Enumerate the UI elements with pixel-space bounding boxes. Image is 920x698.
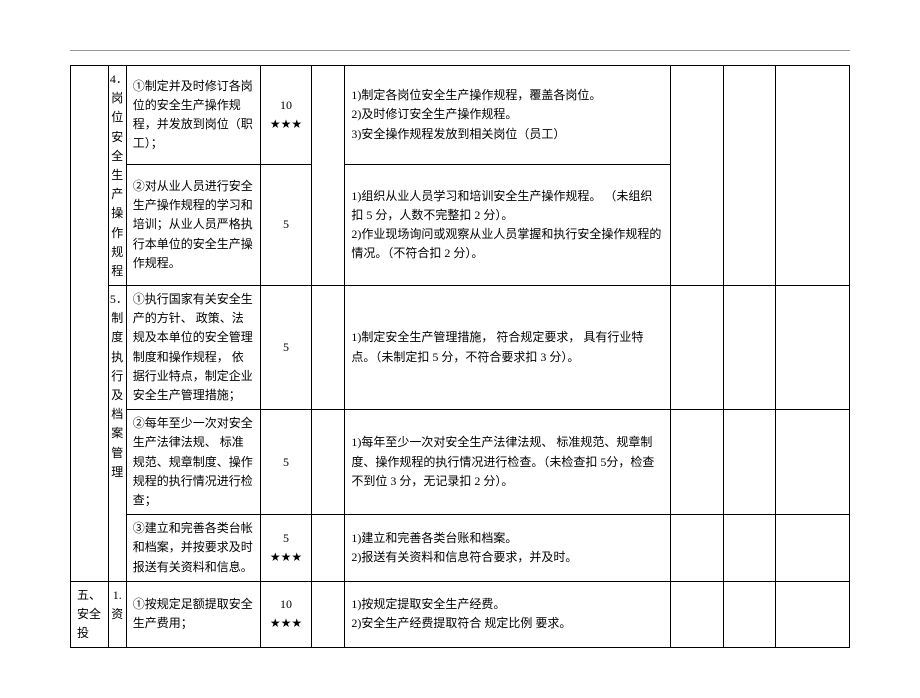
- criteria-text: 1)制定各岗位安全生产操作规程，覆盖各岗位。2)及时修订安全生产操作规程。3)安…: [351, 88, 601, 140]
- blank-cell: [776, 515, 850, 582]
- blank-cell: [671, 515, 724, 582]
- score-cell: 5: [261, 410, 311, 515]
- category-text: 5．制度执行及档案管理: [110, 292, 128, 479]
- table-row: ③建立和完善各类台帐和档案，并按要求及时报送有关资料和信息。 5★★★ 1)建立…: [71, 515, 850, 582]
- blank-cell: [776, 286, 850, 410]
- item-cell: ①按规定足额提取安全生产费用；: [126, 581, 261, 648]
- page-divider: [70, 50, 850, 51]
- blank-cell: [723, 410, 776, 515]
- table-row: 4．岗位安全生产操作规程 ①制定并及时修订各岗位的安全生产操作规程，并发放到岗位…: [71, 66, 850, 165]
- blank-cell: [723, 66, 776, 286]
- criteria-text: 1)每年至少一次对安全生产法律法规、 标准规范、规章制度、操作规程的执行情况进行…: [351, 435, 654, 487]
- item-cell: ②每年至少一次对安全生产法律法规、 标准规范、规章制度、操作规程的执行情况进行检…: [126, 410, 261, 515]
- criteria-text: 1)制定安全生产管理措施， 符合规定要求， 具有行业特点。（未制定扣 5 分，不…: [351, 330, 643, 363]
- blank-cell: [671, 286, 724, 410]
- score-cell: 5★★★: [261, 515, 311, 582]
- blank-cell: [671, 410, 724, 515]
- criteria-text: 1)按规定提取安全生产经费。2)安全生产经费提取符合 规定比例 要求。: [351, 597, 571, 630]
- blank-cell: [723, 286, 776, 410]
- score-cell: 10★★★: [261, 66, 311, 165]
- blank-cell: [311, 581, 345, 648]
- criteria-cell: 1)制定各岗位安全生产操作规程，覆盖各岗位。2)及时修订安全生产操作规程。3)安…: [345, 66, 671, 165]
- blank-cell: [311, 410, 345, 515]
- blank-cell: [723, 515, 776, 582]
- score-text: 5★★★: [270, 531, 302, 564]
- criteria-cell: 1)建立和完善各类台账和档案。2)报送有关资料和信息符合要求，并及时。: [345, 515, 671, 582]
- blank-cell: [723, 581, 776, 648]
- blank-cell: [671, 66, 724, 286]
- criteria-text: 1)组织从业人员学习和培训安全生产操作规程。 （未组织扣 5 分，人数不完整扣 …: [351, 189, 661, 261]
- criteria-text: 1)建立和完善各类台账和档案。2)报送有关资料和信息符合要求，并及时。: [351, 531, 577, 564]
- category-level2-cell: 5．制度执行及档案管理: [108, 286, 126, 582]
- table-row: ②每年至少一次对安全生产法律法规、 标准规范、规章制度、操作规程的执行情况进行检…: [71, 410, 850, 515]
- blank-cell: [311, 515, 345, 582]
- criteria-cell: 1)制定安全生产管理措施， 符合规定要求， 具有行业特点。（未制定扣 5 分，不…: [345, 286, 671, 410]
- category-level2-cell: 1.资: [108, 581, 126, 648]
- table-row: 5．制度执行及档案管理 ①执行国家有关安全生产的方针、 政策、法规及本单位的安全…: [71, 286, 850, 410]
- assessment-table: 4．岗位安全生产操作规程 ①制定并及时修订各岗位的安全生产操作规程，并发放到岗位…: [70, 65, 850, 648]
- table-row: 五、安全 投 1.资 ①按规定足额提取安全生产费用； 10★★★ 1)按规定提取…: [71, 581, 850, 648]
- category-level1-cell: 五、安全 投: [71, 581, 109, 648]
- score-text: 10★★★: [270, 597, 302, 630]
- score-cell: 10★★★: [261, 581, 311, 648]
- item-cell: ①制定并及时修订各岗位的安全生产操作规程，并发放到岗位（职工）；: [126, 66, 261, 165]
- score-cell: 5: [261, 164, 311, 285]
- criteria-cell: 1)每年至少一次对安全生产法律法规、 标准规范、规章制度、操作规程的执行情况进行…: [345, 410, 671, 515]
- score-text: 10★★★: [270, 98, 302, 131]
- blank-cell: [776, 410, 850, 515]
- blank-cell: [671, 581, 724, 648]
- score-cell: 5: [261, 286, 311, 410]
- criteria-cell: 1)按规定提取安全生产经费。2)安全生产经费提取符合 规定比例 要求。: [345, 581, 671, 648]
- item-cell: ②对从业人员进行安全生产操作规程的学习和培训；从业人员严格执行本单位的安全生产操…: [126, 164, 261, 285]
- score-text: 5: [283, 217, 289, 231]
- blank-cell: [776, 66, 850, 286]
- score-text: 5: [283, 340, 289, 354]
- item-cell: ①执行国家有关安全生产的方针、 政策、法规及本单位的安全管理制度和操作规程， 依…: [126, 286, 261, 410]
- blank-cell: [311, 286, 345, 410]
- category-text: 1.资: [111, 588, 123, 621]
- category-text: 4．岗位安全生产操作规程: [110, 72, 128, 278]
- category-level2-cell: 4．岗位安全生产操作规程: [108, 66, 126, 286]
- category-level1-cell: [71, 66, 109, 582]
- score-text: 5: [283, 455, 289, 469]
- item-cell: ③建立和完善各类台帐和档案，并按要求及时报送有关资料和信息。: [126, 515, 261, 582]
- criteria-cell: 1)组织从业人员学习和培训安全生产操作规程。 （未组织扣 5 分，人数不完整扣 …: [345, 164, 671, 285]
- blank-cell: [311, 66, 345, 286]
- blank-cell: [776, 581, 850, 648]
